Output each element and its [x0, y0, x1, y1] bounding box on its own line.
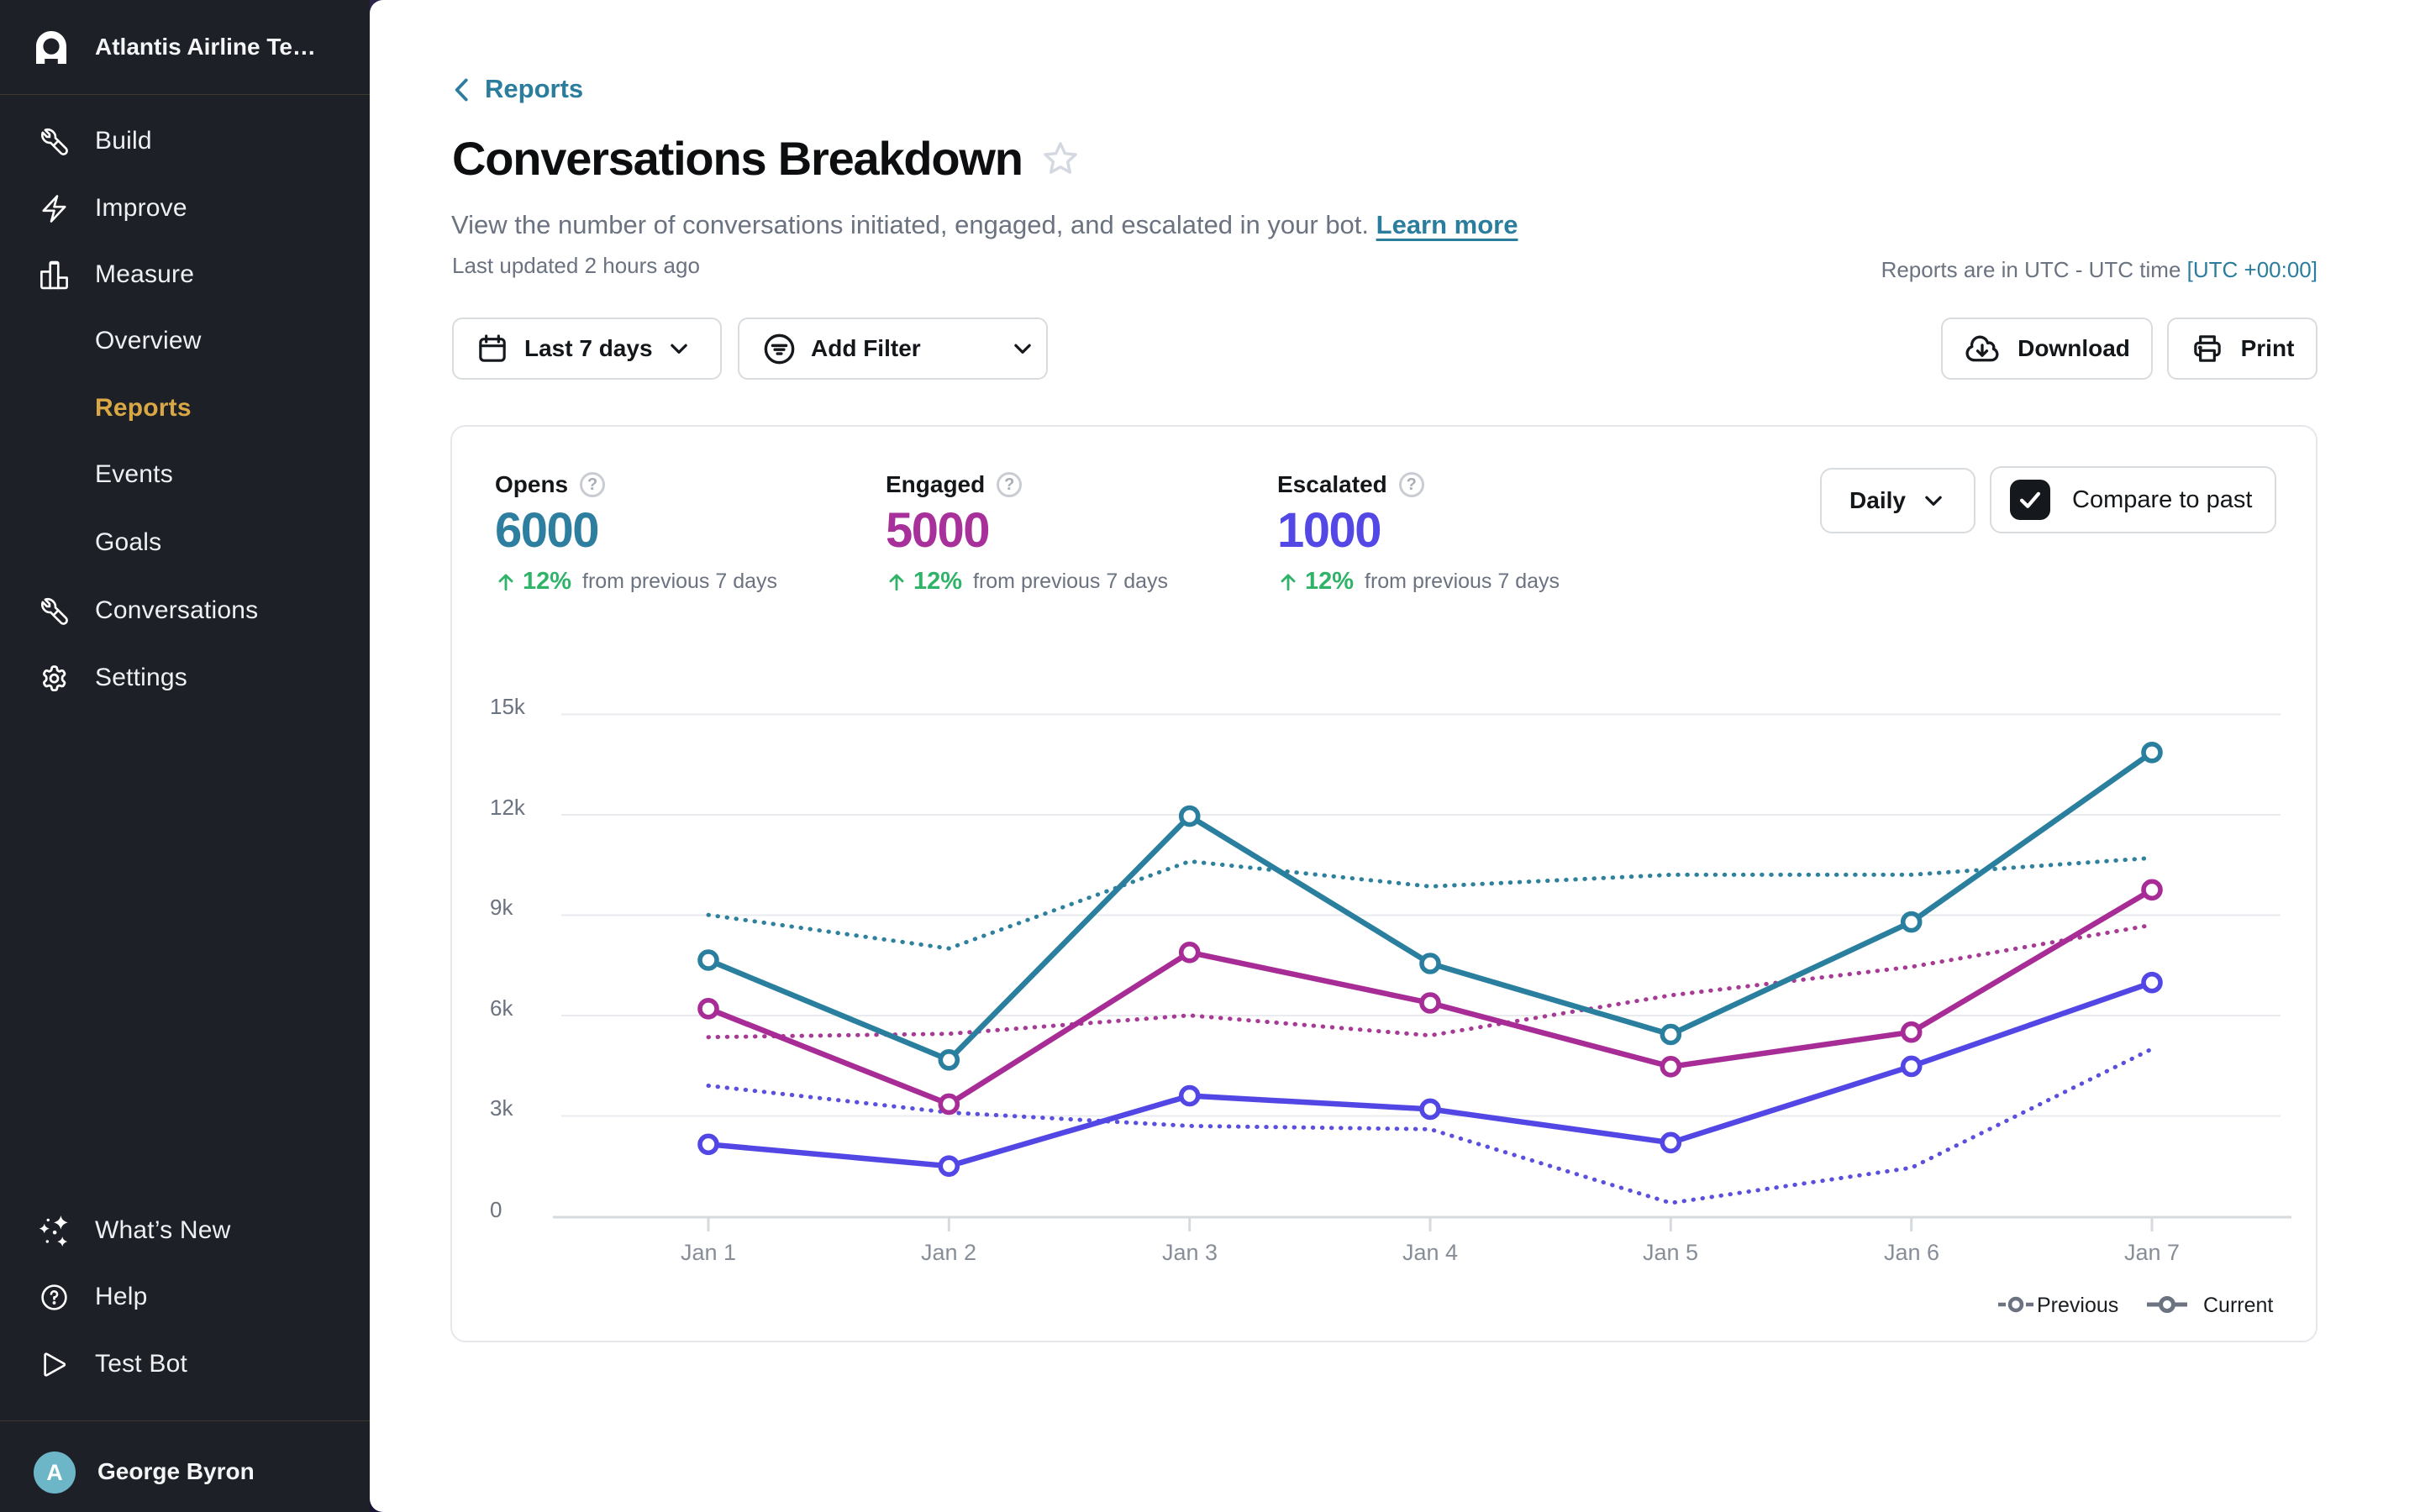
svg-text:Jan 1: Jan 1: [681, 1240, 736, 1265]
svg-text:Previous: Previous: [2037, 1294, 2118, 1317]
svg-text:15k: 15k: [490, 694, 526, 719]
svg-text:Jan 2: Jan 2: [921, 1240, 976, 1265]
svg-text:12k: 12k: [490, 795, 526, 820]
svg-text:0: 0: [490, 1197, 502, 1222]
svg-text:Jan 7: Jan 7: [2124, 1240, 2180, 1265]
svg-text:Current: Current: [2203, 1294, 2273, 1317]
svg-text:3k: 3k: [490, 1095, 513, 1121]
svg-text:9k: 9k: [490, 895, 513, 920]
svg-text:Jan 5: Jan 5: [1643, 1240, 1698, 1265]
svg-text:6k: 6k: [490, 995, 513, 1021]
svg-text:Jan 6: Jan 6: [1884, 1240, 1939, 1265]
svg-text:Jan 4: Jan 4: [1402, 1240, 1458, 1265]
svg-text:Jan 3: Jan 3: [1162, 1240, 1218, 1265]
